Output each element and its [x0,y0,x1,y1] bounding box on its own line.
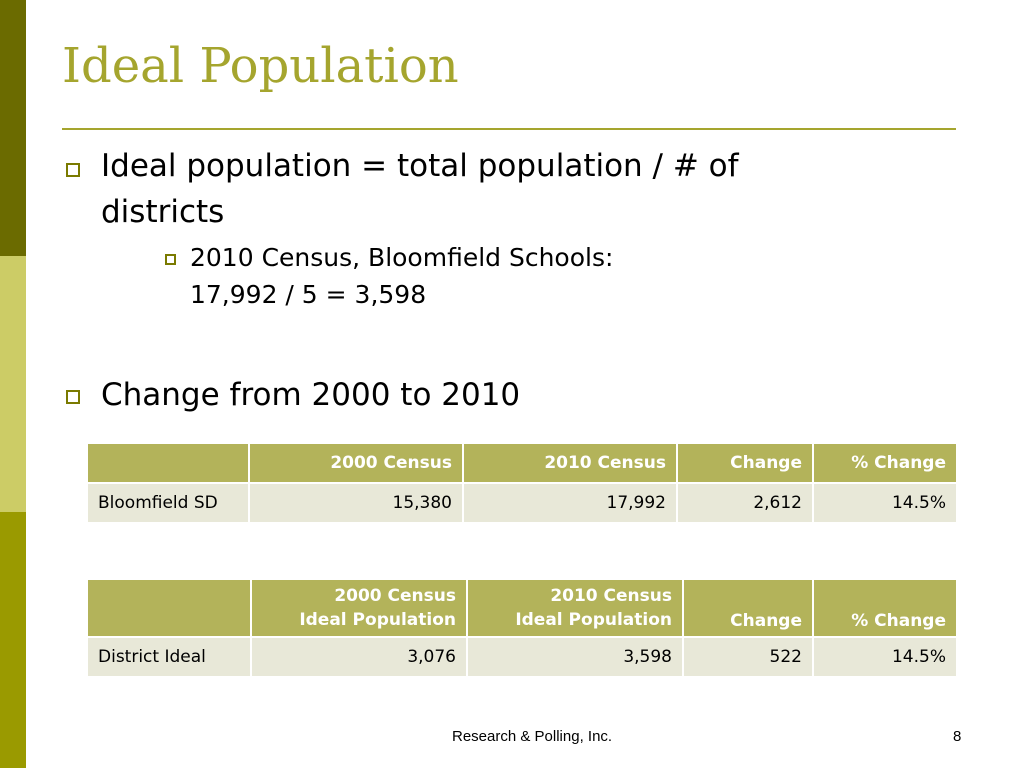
table-header-cell: % Change [812,442,958,484]
bullet-line: 17,992 / 5 = 3,598 [190,280,427,309]
header-line: Change [730,611,802,631]
slide-number: 8 [953,728,962,745]
table-cell: 14.5% [812,482,958,524]
table-header-cell: 2010 Census Ideal Population [466,578,684,638]
table-cell: 522 [682,636,814,678]
side-bar-light [0,256,26,512]
table-header-cell: Change [682,578,814,638]
square-bullet-icon [165,254,176,265]
bullet-line: Change from 2000 to 2010 [101,377,521,413]
ideal-population-table: 2000 Census Ideal Population 2010 Census I… [86,578,958,678]
bullet-change: Change from 2000 to 2010 [101,372,520,418]
header-line: Ideal Population [515,610,672,630]
table-header-cell: 2000 Census Ideal Population [250,578,468,638]
slide-title: Ideal Population [62,38,459,94]
table-cell: 3,598 [466,636,684,678]
table-header-row: 2000 Census Ideal Population 2010 Census I… [86,578,958,638]
table-row: Bloomfield SD 15,380 17,992 2,612 14.5% [86,482,958,524]
bullet-line: districts [101,194,225,230]
bullet-line: Ideal population = total population / # … [101,148,739,184]
title-divider [62,128,956,130]
table-row: District Ideal 3,076 3,598 522 14.5% [86,636,958,678]
header-line: % Change [851,611,946,631]
table-cell: 2,612 [676,482,814,524]
header-line: 2010 Census [550,586,672,606]
side-bar-dark [0,0,26,256]
table-header-cell: Change [676,442,814,484]
table-cell: District Ideal [86,636,252,678]
table-cell: Bloomfield SD [86,482,250,524]
table-header-cell: 2000 Census [248,442,464,484]
table-header-cell [86,442,250,484]
table-header-cell: % Change [812,578,958,638]
side-bar-mid [0,512,26,768]
table-cell: 14.5% [812,636,958,678]
bullet-line: 2010 Census, Bloomfield Schools: [190,243,614,272]
census-table: 2000 Census 2010 Census Change % Change … [86,442,958,524]
footer-company: Research & Polling, Inc. [452,728,613,745]
sub-bullet-census: 2010 Census, Bloomfield Schools: 17,992 … [190,239,613,313]
header-line: Ideal Population [299,610,456,630]
table-cell: 15,380 [248,482,464,524]
square-bullet-icon [66,390,80,404]
header-line: 2000 Census [334,586,456,606]
table-cell: 3,076 [250,636,468,678]
table-cell: 17,992 [462,482,678,524]
table-header-row: 2000 Census 2010 Census Change % Change [86,442,958,484]
table-header-cell: 2010 Census [462,442,678,484]
table-header-cell [86,578,252,638]
square-bullet-icon [66,163,80,177]
bullet-ideal-population: Ideal population = total population / # … [101,143,739,235]
